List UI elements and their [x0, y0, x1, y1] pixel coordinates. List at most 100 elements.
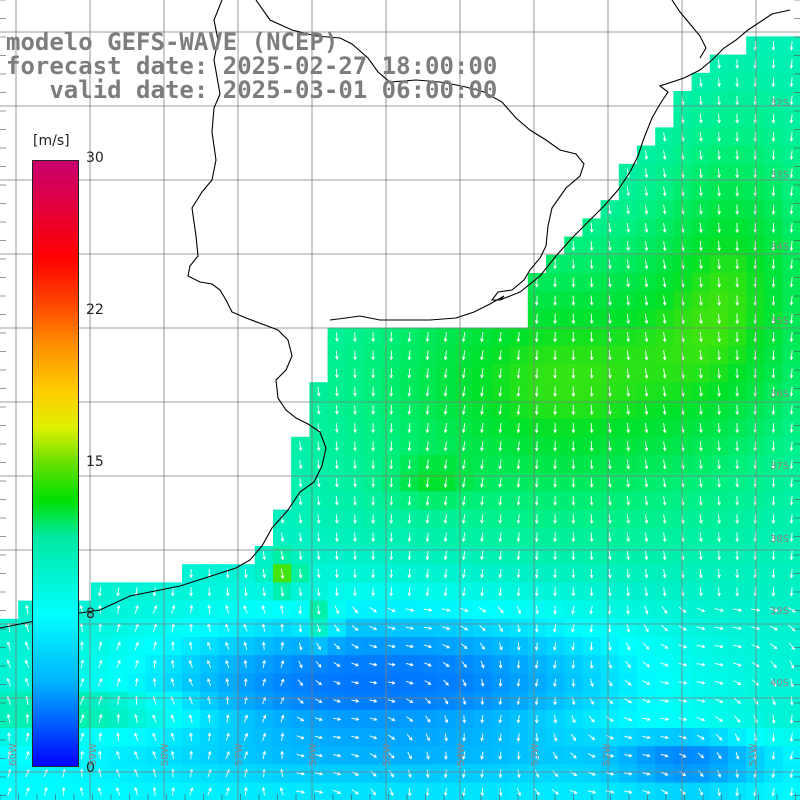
wind-arrow [406, 716, 414, 722]
wind-arrow [262, 550, 267, 561]
wind-arrow [116, 713, 121, 724]
wind-arrow [733, 662, 742, 667]
wind-arrow [608, 313, 612, 325]
wind-arrow [116, 587, 120, 597]
wind-arrow [608, 404, 612, 416]
wind-arrow [335, 477, 339, 488]
wind-arrow [589, 277, 594, 288]
wind-arrow [717, 222, 721, 234]
wind-arrow [316, 386, 321, 397]
wind-arrow [243, 605, 248, 614]
wind-arrow [24, 641, 30, 651]
wind-arrow [516, 477, 521, 488]
wind-arrow [170, 677, 175, 687]
wind-arrow [553, 715, 558, 724]
wind-arrow [461, 332, 466, 343]
wind-arrow [553, 660, 557, 669]
wind-arrow [644, 222, 649, 233]
wind-arrow [608, 259, 612, 270]
wind-arrow [369, 662, 378, 667]
wind-arrow [353, 532, 357, 543]
wind-arrow [789, 277, 794, 288]
wind-arrow [371, 332, 375, 343]
wind-arrow [442, 644, 451, 649]
wind-arrow [789, 95, 794, 106]
wind-arrow [788, 642, 795, 651]
wind-arrow [642, 772, 651, 776]
wind-arrow [699, 386, 703, 397]
wind-arrow [715, 698, 724, 704]
wind-arrow [717, 295, 721, 307]
wind-arrow [535, 605, 539, 615]
wind-arrow [715, 716, 724, 722]
wind-arrow [405, 608, 415, 612]
wind-arrow [170, 714, 175, 723]
wind-arrow [407, 423, 412, 434]
wind-arrow [170, 732, 175, 741]
wind-arrow [335, 332, 339, 343]
wind-arrow [6, 677, 12, 687]
wind-arrow [571, 495, 576, 506]
wind-arrow [225, 714, 230, 723]
wind-arrow [589, 623, 594, 633]
wind-arrow [570, 733, 577, 742]
wind-arrow [662, 368, 667, 379]
wind-arrow [624, 771, 633, 776]
wind-arrow [789, 751, 794, 761]
wind-arrow [280, 514, 285, 524]
wind-arrow [789, 514, 794, 524]
wind-arrow [570, 752, 577, 759]
wind-arrow [425, 514, 430, 525]
wind-cell [782, 655, 800, 674]
wind-arrow [480, 550, 484, 561]
wind-arrow [589, 404, 594, 416]
wind-arrow [98, 713, 103, 724]
wind-cell [564, 782, 583, 800]
wind-arrow [534, 678, 539, 688]
wind-arrow [389, 587, 394, 597]
wind-arrow [171, 641, 175, 651]
wind-arrow [733, 697, 742, 704]
wind-arrow [644, 350, 649, 361]
wind-arrow [714, 680, 724, 685]
wind-arrow [316, 514, 321, 524]
wind-arrow [333, 735, 342, 740]
wind-arrow [498, 532, 503, 543]
wind-arrow [589, 222, 594, 233]
wind-arrow [262, 696, 267, 705]
wind-arrow [480, 441, 484, 452]
wind-arrow [735, 587, 740, 597]
wind-arrow [662, 441, 667, 452]
wind-arrow [353, 423, 357, 434]
wind-arrow [608, 350, 612, 361]
wind-arrow [332, 772, 342, 776]
wind-arrow [608, 550, 612, 561]
wind-arrow [699, 277, 703, 288]
wind-arrow [626, 459, 631, 470]
wind-arrow [735, 386, 740, 397]
wind-arrow [662, 532, 667, 543]
wind-arrow [480, 769, 484, 779]
wind-arrow [717, 441, 721, 452]
wind-arrow [389, 332, 394, 343]
wind-arrow [443, 404, 448, 416]
wind-arrow [789, 714, 794, 725]
wind-arrow [643, 642, 650, 650]
wind-arrow [771, 350, 776, 361]
wind-arrow [243, 641, 248, 650]
wind-arrow [625, 660, 631, 669]
wind-arrow [116, 677, 121, 687]
wind-arrow [389, 514, 394, 525]
wind-arrow [571, 313, 576, 325]
wind-arrow [498, 514, 503, 525]
wind-arrow [261, 641, 266, 650]
wind-arrow [696, 699, 706, 703]
wind-arrow [98, 732, 103, 742]
wind-arrow [405, 644, 415, 649]
wind-arrow [644, 404, 649, 416]
wind-arrow [587, 790, 597, 794]
wind-arrow [387, 662, 396, 667]
wind-arrow [425, 569, 430, 579]
